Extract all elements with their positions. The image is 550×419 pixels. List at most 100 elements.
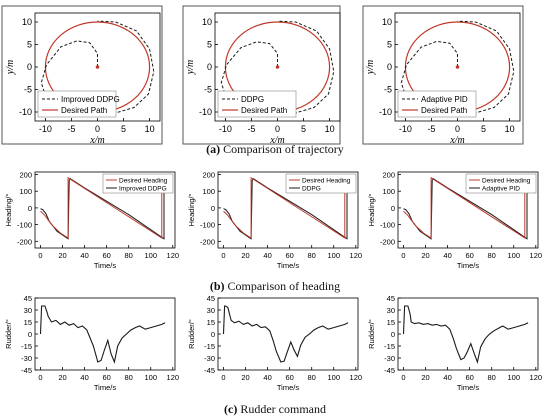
x-tick-label: 120 — [167, 251, 180, 260]
x-tick-label: 20 — [421, 373, 429, 382]
y-axis-label: Rudder/° — [4, 319, 13, 349]
x-axis-label: Time/s — [94, 261, 116, 270]
x-tick-label: 60 — [285, 373, 293, 382]
y-tick-label: -100 — [200, 221, 215, 230]
y-tick-label: 0 — [28, 330, 32, 339]
legend-label: Desired Heading — [482, 178, 531, 185]
plot-area — [34, 171, 176, 249]
x-tick-label: 100 — [507, 373, 520, 382]
x-tick-label: -10 — [399, 124, 412, 134]
y-tick-label: -200 — [200, 237, 215, 246]
legend-label: DDPG — [241, 95, 264, 104]
panel-frame-3 — [362, 5, 524, 145]
x-tick-label: 100 — [144, 373, 157, 382]
series-ddpg — [223, 178, 348, 240]
legend-label: Improved DDPG — [119, 186, 167, 193]
y-tick-label: -45 — [204, 366, 215, 375]
legend-box — [102, 173, 174, 194]
plot-area — [217, 297, 359, 371]
x-axis-label: Time/s — [94, 383, 116, 392]
series-adaptive-pid — [403, 178, 528, 240]
y-tick-label: -30 — [384, 354, 395, 363]
caption-c: (c) Rudder command — [224, 402, 326, 416]
x-tick-label: 120 — [530, 251, 543, 260]
y-tick-label: -15 — [384, 342, 395, 351]
x-tick-label: 20 — [421, 251, 429, 260]
legend-label: Desired Path — [421, 106, 467, 115]
x-axis-label: Time/s — [277, 261, 299, 270]
y-tick-label: 5 — [207, 40, 212, 50]
x-tick-label: 0 — [221, 251, 225, 260]
plot-area — [397, 297, 539, 371]
legend-label: Desired Path — [61, 106, 107, 115]
y-axis-label: Rudder/° — [187, 319, 196, 349]
y-tick-label: 30 — [387, 306, 395, 315]
y-tick-label: 10 — [382, 17, 392, 27]
series-improved-ddpg — [40, 178, 165, 240]
x-tick-label: 40 — [263, 251, 271, 260]
x-tick-label: 40 — [443, 251, 451, 260]
y-tick-label: -10 — [199, 107, 212, 117]
legend-label: Desired Path — [241, 106, 287, 115]
y-tick-label: 0 — [387, 62, 392, 72]
y-tick-label: 45 — [207, 294, 215, 303]
series-adaptive-pid — [400, 20, 515, 115]
x-tick-label: 0 — [275, 124, 280, 134]
series-rudder-command — [222, 305, 349, 363]
start-point — [95, 65, 100, 69]
x-tick-label: 5 — [301, 124, 306, 134]
y-tick-label: 15 — [387, 318, 395, 327]
series-ddpg — [220, 20, 335, 115]
caption-b: (b) Comparison of heading — [209, 279, 341, 293]
x-tick-label: 60 — [465, 251, 473, 260]
y-tick-label: 0 — [207, 62, 212, 72]
y-axis-label: Heading/° — [4, 193, 13, 226]
y-tick-label: -5 — [204, 85, 212, 95]
x-tick-label: 40 — [263, 373, 271, 382]
x-tick-label: 120 — [350, 251, 363, 260]
chart-2: -10 -5 0 5 10 -10 -5 0 5 10 x/m y/m DDPG Desired Path — [185, 12, 341, 146]
y-tick-label: -10 — [19, 107, 32, 117]
x-tick-label: 20 — [58, 373, 66, 382]
chart-6: 0 20 40 60 80 100 120 -200 -100 0 100 200 Time/s Head… — [367, 171, 542, 270]
x-axis-label: Time/s — [457, 383, 479, 392]
series-improved-ddpg — [40, 20, 155, 115]
x-tick-label: 80 — [125, 373, 133, 382]
y-tick-label: 0 — [28, 204, 32, 213]
legend-box — [465, 173, 537, 194]
chart-3: -10 -5 0 5 10 -10 -5 0 5 10 x/m y/m Adaptive PID Desi… — [365, 12, 521, 146]
x-tick-label: 20 — [58, 251, 66, 260]
x-tick-label: 5 — [481, 124, 486, 134]
x-axis-label: Time/s — [277, 383, 299, 392]
x-axis-label: x/m — [269, 135, 284, 146]
legend-label: Adaptive PID — [482, 186, 520, 193]
caption-a: (a) Comparison of trajectory — [206, 142, 344, 156]
panel-frame-1 — [1, 5, 163, 145]
x-tick-label: 5 — [121, 124, 126, 134]
y-axis-label: y/m — [365, 60, 376, 75]
x-tick-label: -10 — [39, 124, 52, 134]
series-rudder-command — [402, 305, 529, 364]
y-tick-label: 15 — [24, 318, 32, 327]
y-axis-label: y/m — [185, 60, 196, 75]
y-tick-label: -30 — [21, 354, 32, 363]
x-tick-label: 0 — [221, 373, 225, 382]
series-desired-heading — [223, 176, 349, 239]
plot-area — [34, 297, 176, 371]
plot-area — [217, 171, 359, 249]
x-tick-label: 80 — [125, 251, 133, 260]
y-tick-label: 0 — [391, 204, 395, 213]
x-tick-label: 100 — [327, 373, 340, 382]
legend-box — [37, 90, 117, 118]
y-tick-label: -200 — [380, 237, 395, 246]
y-tick-label: -5 — [384, 85, 392, 95]
chart-9: 0 20 40 60 80 100 120 -45 -30 -15 0 15 30 45 Time/s Rud… — [367, 294, 542, 392]
x-tick-label: 0 — [38, 251, 42, 260]
y-axis-label: Rudder/° — [367, 319, 376, 349]
y-tick-label: -100 — [380, 221, 395, 230]
x-tick-label: -5 — [247, 124, 255, 134]
x-tick-label: 10 — [325, 124, 335, 134]
x-tick-label: 40 — [80, 373, 88, 382]
x-tick-label: -10 — [219, 124, 232, 134]
